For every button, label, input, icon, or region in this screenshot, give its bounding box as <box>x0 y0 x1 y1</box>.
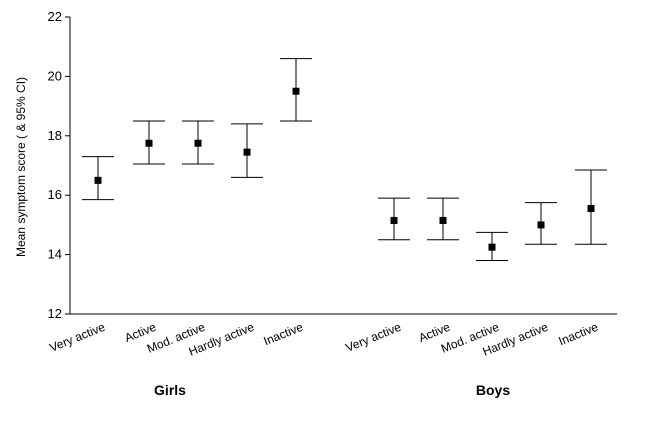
axes <box>69 17 617 315</box>
mean-marker <box>292 87 300 95</box>
data-marks <box>82 58 607 262</box>
error-bar-point <box>427 197 459 241</box>
y-tick-label: 12 <box>48 306 62 321</box>
x-category-label: Inactive <box>262 320 306 349</box>
group-label: Boys <box>476 382 510 398</box>
mean-marker <box>390 216 398 224</box>
y-tick-label: 18 <box>48 128 62 143</box>
mean-marker <box>145 139 153 147</box>
error-bar-point <box>378 197 410 241</box>
y-tick-label: 16 <box>48 187 62 202</box>
mean-marker <box>439 216 447 224</box>
error-bar-point <box>82 156 114 201</box>
mean-marker <box>587 205 595 213</box>
y-axis-title: Mean symptom score ( & 95% CI) <box>14 77 28 257</box>
error-bar-point <box>476 231 508 262</box>
y-tick-label: 22 <box>48 9 62 24</box>
x-category-label: Inactive <box>557 320 601 349</box>
error-bar-point <box>525 202 557 245</box>
x-category-label: Very active <box>343 320 403 355</box>
mean-marker <box>488 243 496 251</box>
mean-marker <box>194 139 202 147</box>
mean-marker <box>94 176 102 184</box>
group-label: Girls <box>154 382 186 398</box>
error-bar-point <box>575 169 607 245</box>
error-bar-point <box>280 58 312 122</box>
mean-marker <box>537 221 545 229</box>
error-bar-point <box>133 120 165 165</box>
error-bar-point <box>231 123 263 178</box>
error-bar-point <box>182 120 214 165</box>
y-tick-label: 20 <box>48 68 62 83</box>
y-tick-label: 14 <box>48 247 62 262</box>
mean-marker <box>243 148 251 156</box>
group-labels: Girls Boys <box>154 382 510 398</box>
x-category-label: Very active <box>47 320 107 355</box>
y-axis-ticks: 12 14 16 18 20 22 <box>48 9 70 321</box>
